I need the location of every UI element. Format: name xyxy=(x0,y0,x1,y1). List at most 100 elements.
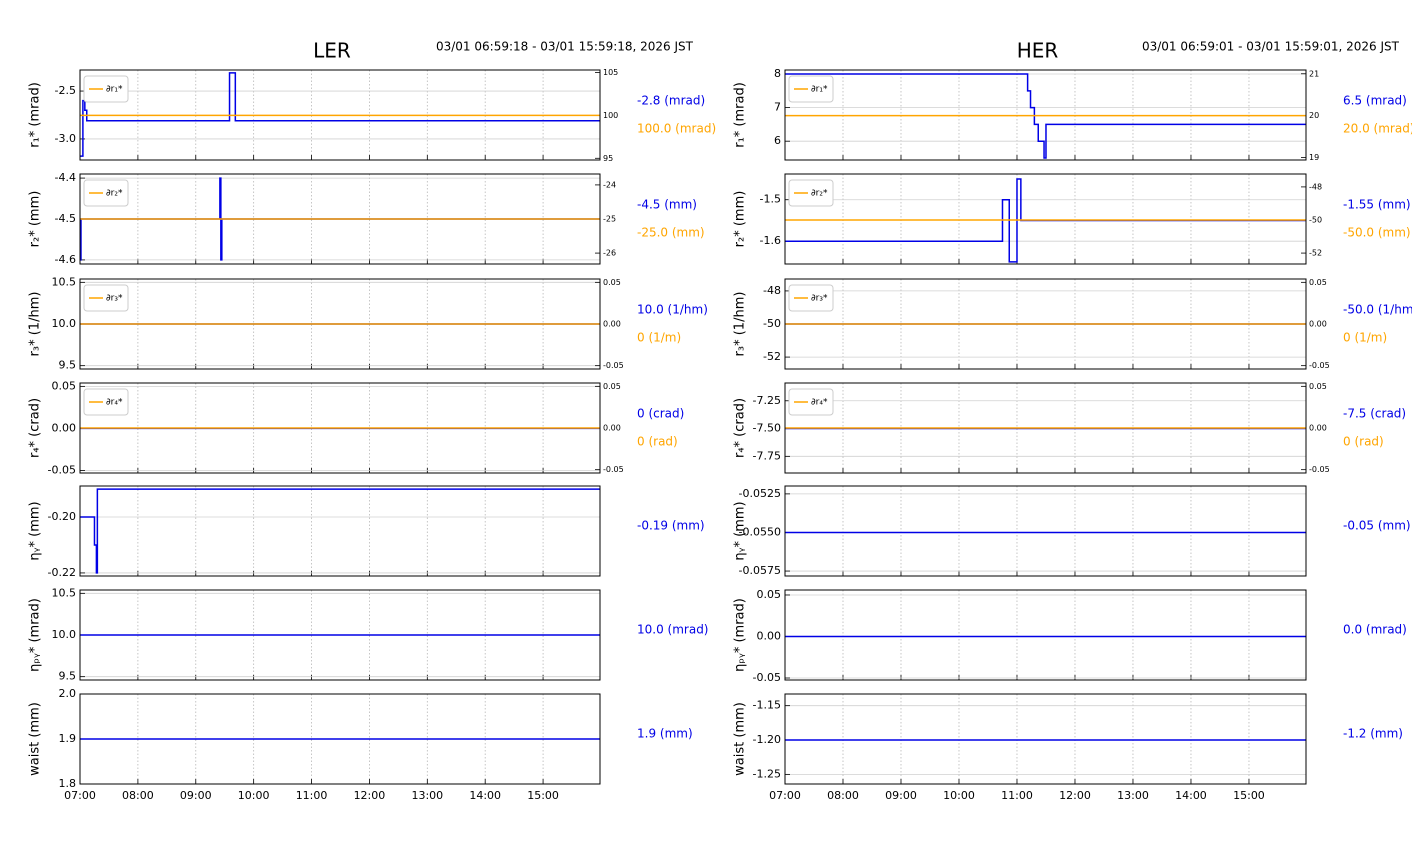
time-range: 03/01 06:59:18 - 03/01 15:59:18, 2026 JS… xyxy=(436,40,694,54)
current-value: 0 (crad) xyxy=(637,407,684,421)
legend-label: ∂r₄* xyxy=(811,398,828,408)
legend-box xyxy=(788,388,834,416)
current-value: -25.0 (mm) xyxy=(637,226,705,240)
y2-tick-label: 100 xyxy=(603,111,618,120)
y-tick-label: -1.5 xyxy=(760,193,781,206)
y-axis-label: ηₚᵧ* (mrad) xyxy=(28,598,43,672)
y-tick-label: -7.75 xyxy=(753,449,781,462)
legend-label: ∂r₁* xyxy=(811,85,828,95)
y-tick-label: 10.5 xyxy=(52,275,77,288)
x-tick-label: 10:00 xyxy=(238,789,270,802)
y2-tick-label: 0.05 xyxy=(1309,382,1327,391)
x-tick-label: 07:00 xyxy=(769,789,801,802)
current-value: -0.05 (mm) xyxy=(1343,519,1411,533)
x-tick-label: 09:00 xyxy=(180,789,212,802)
plot-frame xyxy=(79,693,601,785)
x-tick-label: 09:00 xyxy=(885,789,917,802)
y-tick-label: -4.4 xyxy=(55,171,76,184)
x-tick-label: 14:00 xyxy=(1175,789,1207,802)
y2-tick-label: -24 xyxy=(603,180,616,189)
legend-label: ∂r₃* xyxy=(106,294,123,304)
current-value: -1.55 (mm) xyxy=(1343,198,1411,212)
y2-tick-label: -0.05 xyxy=(603,465,624,474)
y-axis-label: r₃* (1/hm) xyxy=(28,292,43,357)
plot-frame xyxy=(79,278,601,370)
legend-box xyxy=(83,75,129,103)
y2-tick-label: -0.05 xyxy=(1309,465,1330,474)
current-value: 100.0 (mrad) xyxy=(637,122,716,136)
legend-box xyxy=(83,284,129,312)
y2-tick-label: 21 xyxy=(1309,69,1319,78)
current-value: 6.5 (mrad) xyxy=(1343,94,1407,108)
plot-frame xyxy=(784,693,1307,785)
y-tick-label: -0.05 xyxy=(48,463,76,476)
legend-box xyxy=(788,179,834,207)
current-value: 10.0 (1/hm) xyxy=(637,303,708,317)
y-tick-label: 8 xyxy=(774,67,781,80)
y-tick-label: -48 xyxy=(763,284,781,297)
plot-frame xyxy=(784,589,1307,681)
plot-frame xyxy=(79,173,601,265)
plot-frame xyxy=(784,173,1307,265)
y-tick-label: 0.00 xyxy=(757,629,782,642)
series-line xyxy=(785,73,1306,159)
legend-label: ∂r₁* xyxy=(106,85,123,95)
y-tick-label: -50 xyxy=(763,317,781,330)
plot-frame xyxy=(79,382,601,474)
current-value: -0.19 (mm) xyxy=(637,519,705,533)
legend-label: ∂r₄* xyxy=(106,398,123,408)
y2-tick-label: -25 xyxy=(603,215,616,224)
legend-label: ∂r₃* xyxy=(811,294,828,304)
current-value: 1.9 (mm) xyxy=(637,727,693,741)
y2-tick-label: -0.05 xyxy=(603,361,624,370)
y-axis-label: r₄* (crad) xyxy=(28,398,43,458)
current-value: -50.0 (mm) xyxy=(1343,226,1411,240)
x-tick-label: 11:00 xyxy=(296,789,328,802)
y2-tick-label: -52 xyxy=(1309,249,1322,258)
y-tick-label: -1.25 xyxy=(753,767,781,780)
y-axis-label: r₁* (mrad) xyxy=(733,82,748,148)
y2-tick-label: 0.00 xyxy=(603,424,621,433)
plot-frame xyxy=(784,69,1307,161)
plot-frame xyxy=(784,382,1307,474)
y-axis-label: ηₚᵧ* (mrad) xyxy=(733,598,748,672)
y2-tick-label: -48 xyxy=(1309,182,1322,191)
y-tick-label: 0.05 xyxy=(52,379,77,392)
y-axis-label: r₄* (crad) xyxy=(733,398,748,458)
current-value: 0 (rad) xyxy=(637,435,678,449)
y-tick-label: -0.0525 xyxy=(739,487,781,500)
y-tick-label: -0.0550 xyxy=(739,525,781,538)
plot-frame xyxy=(79,69,601,161)
y2-tick-label: 95 xyxy=(603,154,613,163)
y-tick-label: -3.0 xyxy=(55,132,76,145)
x-tick-label: 11:00 xyxy=(1001,789,1033,802)
y-axis-label: r₂* (mm) xyxy=(733,191,748,248)
current-value: 0 (1/m) xyxy=(1343,331,1387,345)
y-tick-label: -2.5 xyxy=(55,84,76,97)
y2-tick-label: 20 xyxy=(1309,111,1319,120)
y-tick-label: -0.05 xyxy=(753,671,781,684)
y-tick-label: 10.5 xyxy=(52,586,77,599)
y2-tick-label: 0.00 xyxy=(1309,320,1327,329)
legend-label: ∂r₂* xyxy=(811,189,828,199)
series-line xyxy=(80,177,600,261)
y-tick-label: -7.25 xyxy=(753,394,781,407)
current-value: -1.2 (mm) xyxy=(1343,727,1403,741)
x-tick-label: 08:00 xyxy=(122,789,154,802)
y-tick-label: 1.8 xyxy=(59,777,77,790)
y2-tick-label: 0.05 xyxy=(603,382,621,391)
x-tick-label: 15:00 xyxy=(527,789,559,802)
y-tick-label: 2.0 xyxy=(59,687,77,700)
plot-frame xyxy=(79,485,601,577)
legend-box xyxy=(83,179,129,207)
y-tick-label: 10.0 xyxy=(52,628,77,641)
x-tick-label: 13:00 xyxy=(1117,789,1149,802)
y-axis-label: r₁* (mrad) xyxy=(28,82,43,148)
series-line xyxy=(80,488,600,574)
y2-tick-label: 0.05 xyxy=(1309,278,1327,287)
y2-tick-label: 0.00 xyxy=(1309,424,1327,433)
y-tick-label: 10.0 xyxy=(52,317,77,330)
x-tick-label: 08:00 xyxy=(827,789,859,802)
plot-frame xyxy=(784,485,1307,577)
y-axis-label: waist (mm) xyxy=(28,702,43,776)
